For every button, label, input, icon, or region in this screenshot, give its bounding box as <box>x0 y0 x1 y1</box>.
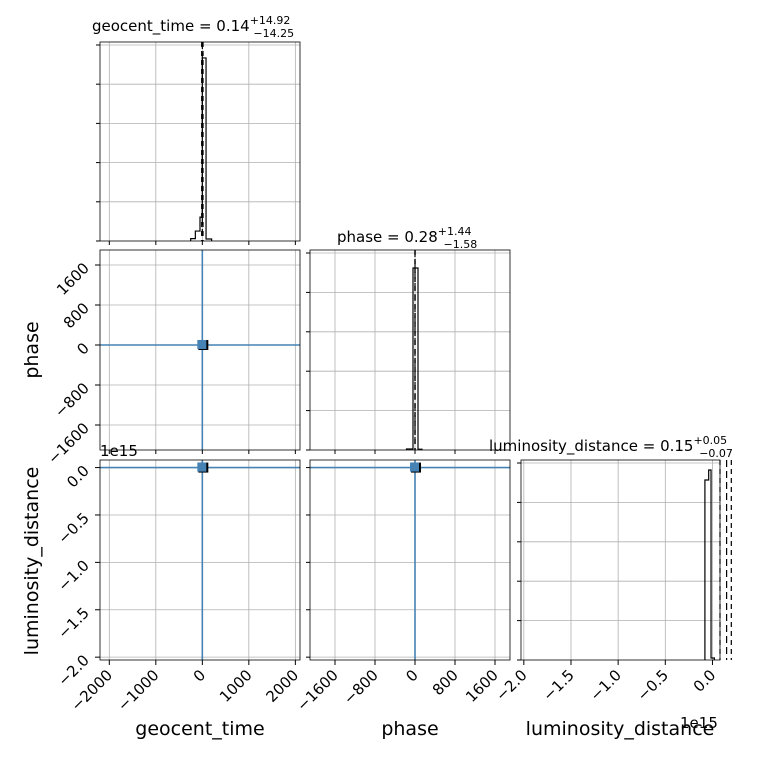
ylabel-phase: phase <box>21 321 43 378</box>
x-tick-label: 1000 <box>216 666 256 706</box>
x-tick-label: −1.5 <box>539 666 577 704</box>
y-tick-label: 0.0 <box>63 462 93 492</box>
title-geocent-time: geocent_time = 0.14+14.92 −14.25 <box>92 14 294 40</box>
density-peak <box>197 340 207 349</box>
xlabel-luminosity-distance: luminosity_distance <box>526 718 715 740</box>
title-phase: phase = 0.28+1.44 −1.58 <box>337 225 477 251</box>
y-tick-label: 800 <box>60 299 93 332</box>
panel-hist-phase <box>306 249 511 451</box>
ylabel-luminosity-distance: luminosity_distance <box>21 467 43 656</box>
x-tick-label: −2.0 <box>492 666 530 704</box>
density-peak <box>410 462 419 472</box>
y-tick-label: −1600 <box>44 419 93 468</box>
x-tick-label: −800 <box>340 666 382 708</box>
panel-2d-distance-vs-geocent-time <box>99 459 301 661</box>
panel-hist-luminosity-distance <box>517 459 732 661</box>
y-tick-label: 0 <box>73 339 92 358</box>
hist-step-outline <box>704 469 715 660</box>
x-tick-label: −1000 <box>114 666 163 715</box>
x-tick-label: −1.0 <box>586 666 624 704</box>
offset-label-distance-x: 1e15 <box>680 714 718 732</box>
x-tick-label: 800 <box>429 666 462 699</box>
y-tick-label: −0.5 <box>54 509 92 547</box>
panel-2d-phase-vs-geocent-time <box>99 249 301 451</box>
panel-hist-geocent-time <box>96 41 301 242</box>
panel-2d-distance-vs-phase <box>309 459 511 661</box>
y-tick-label: −1.0 <box>54 556 92 594</box>
x-tick-label: −1600 <box>293 666 342 715</box>
x-tick-label: 0.0 <box>690 666 720 696</box>
x-tick-label: 1600 <box>462 666 502 706</box>
y-tick-label: 1600 <box>53 259 93 299</box>
density-peak <box>197 462 207 472</box>
y-tick-label: −800 <box>51 379 93 421</box>
x-tick-label: −0.5 <box>634 666 672 704</box>
offset-label-distance-y: 1e15 <box>100 442 138 460</box>
xlabel-geocent-time: geocent_time <box>135 718 264 740</box>
x-tick-label: 0 <box>402 666 421 685</box>
y-tick-label: −1.5 <box>54 604 92 642</box>
x-tick-label: 0 <box>190 666 209 685</box>
title-luminosity-distance: luminosity_distance = 0.15+0.05 −0.07 <box>489 434 733 460</box>
xlabel-phase: phase <box>381 718 438 740</box>
